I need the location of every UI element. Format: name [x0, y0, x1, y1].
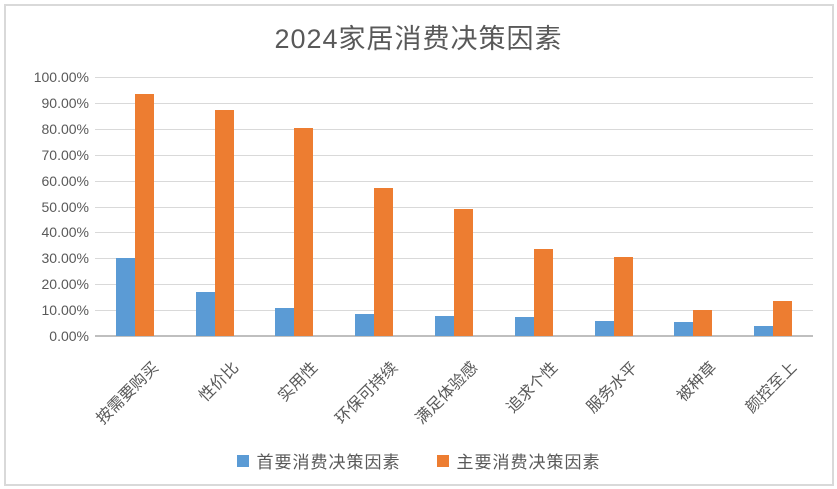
- x-axis-line: [95, 335, 813, 337]
- chart-title: 2024家居消费决策因素: [274, 24, 563, 54]
- legend-swatch-primary-factor: [236, 454, 249, 467]
- gridline: [95, 128, 813, 130]
- legend-swatch-main-factor: [436, 454, 449, 467]
- gridline: [95, 102, 813, 104]
- bar-primary-factor: [514, 316, 534, 336]
- gridline: [95, 77, 813, 78]
- y-axis-tick-label: 100.00%: [33, 69, 89, 85]
- y-axis-tick-label: 70.00%: [41, 146, 89, 163]
- bar-primary-factor: [754, 325, 774, 336]
- bar-primary-factor: [115, 258, 135, 336]
- bar-primary-factor: [195, 291, 215, 336]
- bar-group: [255, 77, 335, 336]
- bar-main-factor: [214, 109, 234, 336]
- bar-main-factor: [294, 128, 314, 336]
- bar-main-factor: [533, 249, 553, 336]
- gridline: [95, 154, 813, 156]
- y-axis-tick-label: 40.00%: [41, 224, 89, 241]
- bar-main-factor: [134, 93, 154, 336]
- x-axis-category-label: 被种草: [674, 359, 721, 406]
- y-axis-tick-label: 10.00%: [41, 302, 89, 319]
- y-axis: 100.00% 90.00% 80.00% 70.00% 60.00% 50.00% 40.…: [0, 69, 89, 344]
- bar-group: [494, 77, 574, 336]
- bar-group: [733, 77, 813, 336]
- y-axis-tick-label: 60.00%: [41, 172, 89, 189]
- gridline: [95, 284, 813, 286]
- bar-group: [175, 77, 255, 336]
- gridline: [95, 232, 813, 234]
- y-axis-tick-label: 0.00%: [49, 328, 89, 344]
- x-axis-category-label: 环保可持续: [332, 359, 402, 428]
- bar-primary-factor: [355, 313, 375, 336]
- bar-primary-factor: [674, 321, 694, 336]
- bar-group: [334, 77, 414, 336]
- gridline: [95, 310, 813, 312]
- legend-label: 首要消费决策因素: [256, 453, 401, 472]
- bar-group: [653, 77, 733, 336]
- x-axis-category-label: 性价比: [195, 359, 242, 406]
- legend: 首要消费决策因素 主要消费决策因素: [0, 448, 837, 473]
- bar-main-factor: [613, 256, 633, 336]
- y-axis-tick-label: 20.00%: [41, 276, 89, 293]
- legend-item: 主要消费决策因素: [436, 448, 601, 473]
- x-axis-category-label: 追求个性: [503, 359, 562, 417]
- bar-main-factor: [693, 310, 713, 336]
- x-axis-category-label: 按需要购买: [93, 359, 163, 428]
- bar-group: [414, 77, 494, 336]
- bar-main-factor: [374, 187, 394, 336]
- bar-main-factor: [454, 209, 474, 336]
- legend-label: 主要消费决策因素: [456, 453, 601, 472]
- bars-layer: [95, 77, 813, 336]
- bar-main-factor: [773, 301, 793, 336]
- bar-group: [574, 77, 654, 336]
- bar-primary-factor: [435, 316, 455, 336]
- x-axis-category-label: 满足体验感: [412, 359, 482, 428]
- bar-primary-factor: [594, 320, 614, 336]
- x-axis-category-label: 服务水平: [583, 359, 641, 417]
- gridline: [95, 258, 813, 260]
- bar-primary-factor: [275, 307, 295, 336]
- legend-item: 首要消费决策因素: [236, 448, 401, 473]
- y-axis-tick-label: 30.00%: [41, 250, 89, 267]
- x-axis-category-label: 颜控至上: [743, 359, 801, 417]
- y-axis-tick-label: 80.00%: [41, 120, 89, 137]
- gridline: [95, 180, 813, 182]
- y-axis-tick-label: 90.00%: [41, 94, 89, 111]
- gridline: [95, 206, 813, 208]
- y-axis-tick-label: 50.00%: [41, 198, 89, 215]
- plot-area: [95, 77, 813, 337]
- bar-group: [95, 77, 175, 336]
- x-axis-category-label: 实用性: [275, 359, 322, 406]
